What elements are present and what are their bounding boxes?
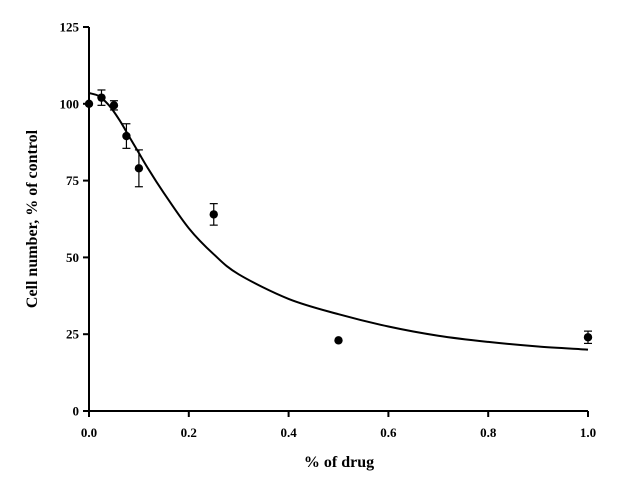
- y-tick-label: 100: [60, 96, 80, 111]
- data-point: [134, 164, 144, 173]
- data-point: [209, 210, 218, 219]
- data-points-layer: [84, 89, 593, 345]
- x-tick-label: 0.6: [380, 425, 397, 440]
- fit-curve-layer: [88, 92, 589, 351]
- x-tick-label: 0.8: [480, 425, 497, 440]
- fit-curve: [88, 92, 589, 351]
- axes: 0 25 50 75 100 125 0.0 0.2 0.4 0.6 0.8 1.0: [60, 20, 597, 441]
- y-tick-label: 75: [66, 173, 80, 188]
- y-tick-label: 125: [60, 20, 80, 35]
- x-tick-label: 0.2: [181, 425, 197, 440]
- y-axis-title: Cell number, % of control: [24, 129, 41, 308]
- y-tick-label: 50: [66, 250, 79, 265]
- data-point: [109, 101, 119, 110]
- data-point: [334, 336, 343, 345]
- x-tick-label: 0.4: [280, 425, 297, 440]
- data-point: [97, 93, 106, 102]
- y-tick-label: 25: [66, 327, 80, 342]
- x-tick-label: 0.0: [81, 425, 97, 440]
- x-axis-title: % of drug: [304, 454, 374, 471]
- data-point: [583, 333, 593, 342]
- data-point: [122, 131, 131, 141]
- y-tick-label: 0: [73, 404, 80, 419]
- x-tick-label: 1.0: [580, 425, 596, 440]
